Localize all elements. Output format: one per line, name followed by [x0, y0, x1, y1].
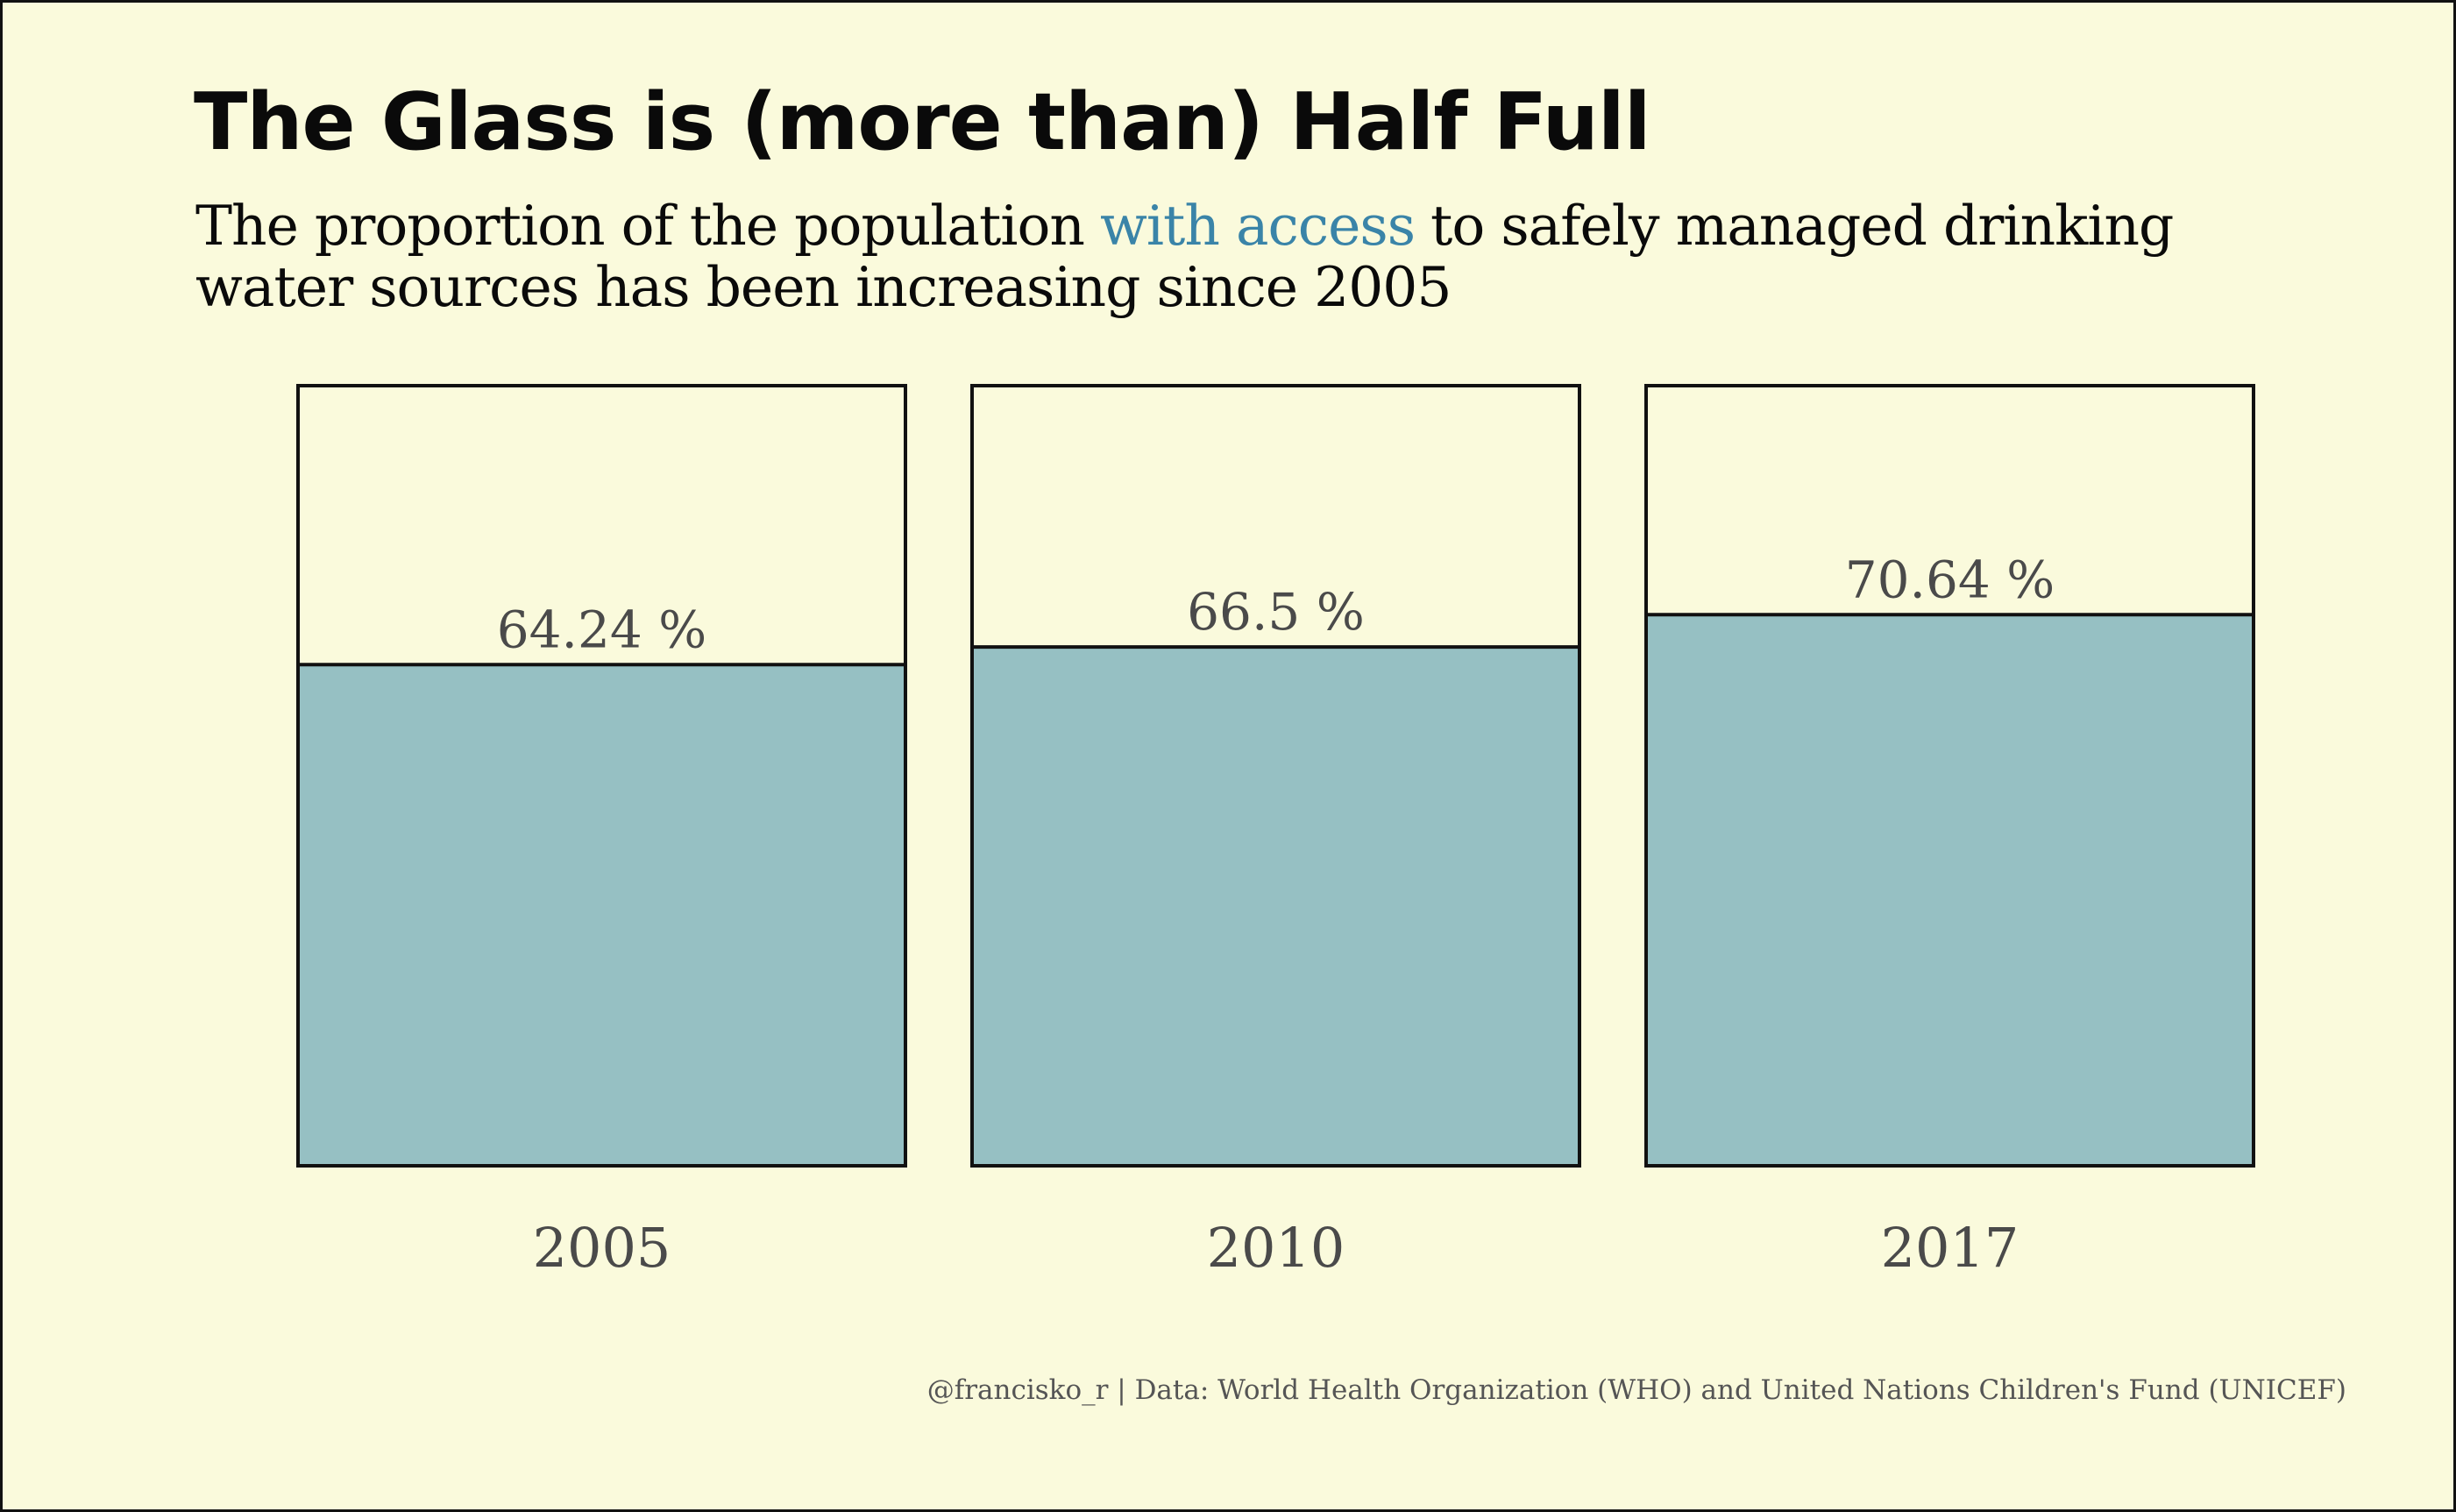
- subtitle-line-2: water sources has been increasing since …: [195, 255, 1452, 319]
- water-bar-2005: [298, 664, 905, 1166]
- glass-chart: 64.24 % 2005 66.5 % 2010 70.64 % 2017: [296, 384, 2255, 1280]
- glass-outline-2017: [1644, 384, 2255, 1168]
- glass-empty-2017: [1646, 386, 2254, 615]
- water-bar-2010: [972, 647, 1579, 1166]
- data-label-2010: 66.5 %: [1187, 582, 1365, 642]
- glass-empty-2005: [298, 386, 905, 665]
- water-bar-2017: [1646, 614, 2254, 1166]
- glass-outline-2005: [296, 384, 907, 1168]
- data-label-2005: 64.24 %: [497, 600, 707, 659]
- subtitle-after: to safely managed drinking: [1430, 194, 2174, 258]
- glass-outline-2010: [970, 384, 1581, 1168]
- glass-empty-2010: [972, 386, 1579, 648]
- subtitle-highlight: with access: [1099, 194, 1416, 258]
- x-tick-label-2017: 2017: [1881, 1216, 2019, 1280]
- chart-title: The Glass is (more than) Half Full: [194, 76, 1651, 168]
- x-tick-label-2010: 2010: [1207, 1216, 1345, 1280]
- subtitle-before: The proportion of the population: [195, 194, 1085, 258]
- subtitle-line-1: The proportion of the population with acc…: [195, 195, 2352, 257]
- chart-subtitle: The proportion of the population with acc…: [195, 195, 2352, 318]
- source-caption: @francisko_r | Data: World Health Organi…: [926, 1374, 2346, 1406]
- x-tick-label-2005: 2005: [533, 1216, 671, 1280]
- data-label-2017: 70.64 %: [1845, 550, 2055, 609]
